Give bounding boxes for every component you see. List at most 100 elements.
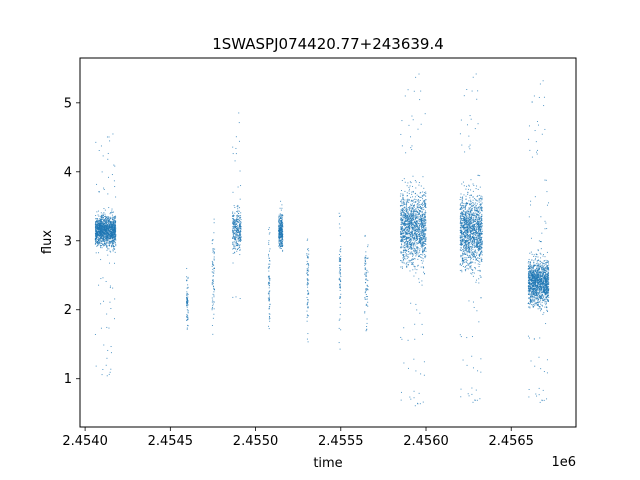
data-point — [97, 220, 98, 222]
data-point — [418, 204, 420, 206]
data-point — [101, 225, 103, 227]
data-point — [414, 201, 416, 203]
data-point — [406, 192, 408, 194]
data-point — [470, 179, 472, 181]
data-point — [408, 228, 410, 230]
data-point — [407, 367, 409, 369]
data-point — [306, 296, 308, 298]
data-point — [419, 196, 421, 198]
data-point — [477, 188, 479, 190]
data-point — [462, 218, 464, 220]
data-point — [417, 242, 419, 244]
data-point — [236, 228, 238, 230]
data-point — [339, 287, 341, 289]
data-point — [411, 243, 413, 245]
data-point — [419, 99, 421, 101]
data-point — [105, 241, 107, 243]
data-point — [213, 288, 215, 290]
data-point — [414, 232, 416, 234]
data-point — [403, 204, 405, 206]
data-point — [97, 222, 99, 224]
data-point — [281, 231, 283, 233]
data-point — [468, 225, 470, 227]
data-point — [470, 189, 472, 191]
data-point — [239, 239, 241, 241]
data-point — [466, 225, 468, 227]
data-point — [481, 240, 483, 242]
data-point — [424, 214, 426, 216]
data-point — [411, 245, 413, 247]
data-point — [101, 228, 102, 230]
data-point — [367, 301, 369, 303]
data-point — [401, 233, 403, 235]
data-point — [186, 306, 188, 308]
data-point — [232, 237, 234, 239]
data-point — [406, 209, 408, 211]
data-point — [100, 223, 102, 225]
data-point — [232, 248, 234, 250]
data-point — [472, 252, 474, 254]
data-point — [413, 209, 415, 211]
data-point — [473, 306, 475, 308]
data-point — [234, 251, 236, 253]
data-point — [108, 217, 110, 219]
data-point — [464, 229, 466, 231]
data-point — [306, 284, 308, 286]
data-point — [406, 225, 408, 227]
data-point — [408, 209, 410, 211]
data-point — [407, 212, 409, 214]
data-point — [107, 240, 109, 242]
data-point — [213, 253, 215, 255]
data-point — [187, 277, 189, 279]
data-point — [109, 285, 111, 287]
data-point — [411, 262, 413, 264]
data-point — [460, 226, 462, 228]
data-point — [235, 296, 237, 298]
data-point — [107, 229, 109, 231]
data-point — [238, 212, 240, 214]
data-point — [404, 239, 406, 241]
data-point — [281, 228, 283, 230]
data-point — [104, 220, 106, 222]
data-point — [423, 235, 425, 237]
data-point — [105, 224, 107, 226]
data-point — [419, 241, 421, 243]
data-point — [339, 283, 341, 285]
data-point — [409, 214, 411, 216]
data-point — [237, 243, 239, 245]
data-point — [405, 246, 407, 248]
data-point — [417, 228, 419, 230]
data-point — [401, 261, 403, 263]
data-point — [364, 311, 366, 313]
data-point — [414, 245, 416, 247]
data-point — [465, 244, 467, 246]
data-point — [281, 235, 283, 237]
data-point — [405, 216, 407, 218]
data-point — [414, 221, 416, 223]
data-point — [281, 229, 283, 231]
data-point — [110, 233, 112, 235]
data-point — [416, 224, 418, 226]
data-point — [109, 234, 111, 236]
data-point — [467, 264, 469, 266]
data-point — [412, 218, 414, 220]
data-point — [469, 218, 471, 220]
data-point — [410, 196, 412, 198]
data-point — [416, 234, 418, 236]
data-point — [473, 255, 475, 257]
data-point — [467, 227, 469, 229]
data-point — [94, 232, 96, 234]
data-point — [103, 187, 105, 189]
data-point — [405, 219, 407, 221]
data-point — [406, 250, 408, 252]
data-point — [420, 266, 422, 268]
data-point — [459, 196, 461, 198]
data-point — [338, 260, 340, 262]
data-point — [212, 268, 214, 270]
data-point — [106, 245, 108, 247]
data-point — [239, 232, 241, 234]
data-point — [408, 186, 410, 188]
data-point — [423, 204, 425, 206]
data-point — [480, 234, 482, 236]
data-point — [471, 210, 473, 212]
